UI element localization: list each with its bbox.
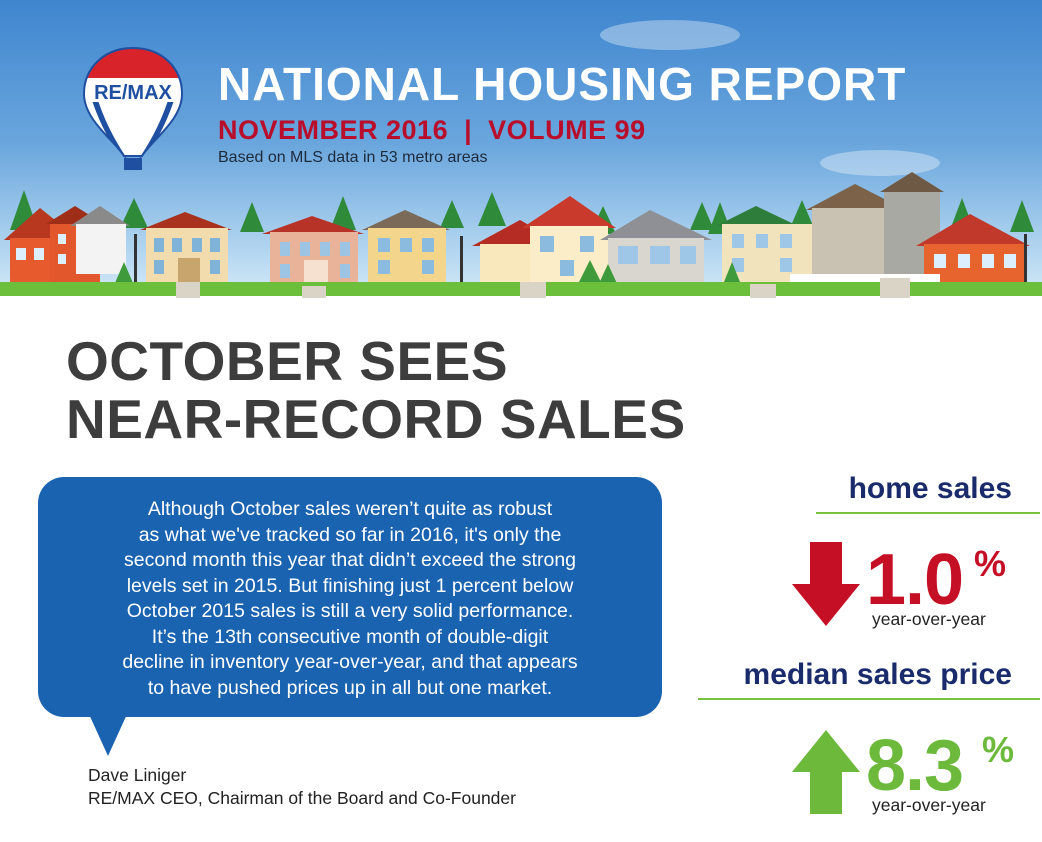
author-name: Dave Liniger <box>88 765 187 785</box>
report-subtitle: Based on MLS data in 53 metro areas <box>218 149 488 166</box>
home-sales-divider <box>816 512 1040 514</box>
home-sales-label: home sales <box>848 472 1012 505</box>
median-price-divider <box>698 698 1040 700</box>
median-price-percent-sign: % <box>982 729 1015 770</box>
quote-line: October 2015 sales is still a very solid… <box>126 600 574 622</box>
remax-balloon-logo: RE/MAX <box>82 46 184 170</box>
quote-line: It’s the 13th consecutive month of doubl… <box>151 625 549 648</box>
quote-line: as what we've tracked so far in 2016, it… <box>138 523 562 546</box>
quote-line: second month this year that didn’t excee… <box>123 549 577 571</box>
home-sales-percent-sign: % <box>974 543 1007 584</box>
up-arrow-icon <box>792 730 860 814</box>
quote-attribution: Dave Liniger RE/MAX CEO, Chairman of the… <box>88 764 516 810</box>
quote-bubble-tail <box>88 712 128 756</box>
issue-line: NOVEMBER 2016 | VOLUME 99 <box>218 115 646 145</box>
median-price-period: year-over-year <box>872 795 986 815</box>
houses-illustration <box>0 172 1042 320</box>
quote-line: decline in inventory year-over-year, and… <box>122 651 578 673</box>
home-sales-value: 1.0 <box>866 540 964 620</box>
median-price-value: 8.3 <box>866 726 964 806</box>
headline-line-2: NEAR-RECORD SALES <box>66 388 686 450</box>
cloud <box>820 150 940 176</box>
quote-bubble <box>38 477 662 717</box>
quote-line: levels set in 2015. But finishing just 1… <box>126 574 574 597</box>
logo-wordmark: RE/MAX <box>94 82 172 104</box>
quote-text: Although October sales weren’t quite as … <box>38 497 662 701</box>
author-title: RE/MAX CEO, Chairman of the Board and Co… <box>88 788 516 808</box>
cloud <box>600 20 740 50</box>
down-arrow-icon <box>792 542 860 626</box>
median-price-label: median sales price <box>743 658 1012 691</box>
header-banner: RE/MAX NATIONAL HOUSING REPORT NOVEMBER … <box>0 0 1042 320</box>
home-sales-period: year-over-year <box>872 609 986 629</box>
quote-line: Although October sales weren’t quite as … <box>147 498 553 520</box>
title-block: NATIONAL HOUSING REPORT NOVEMBER 2016 | … <box>218 58 906 168</box>
headline: OCTOBER SEES NEAR-RECORD SALES <box>66 332 686 448</box>
quote-line: to have pushed prices up in all but one … <box>147 676 553 699</box>
report-title: NATIONAL HOUSING REPORT <box>218 58 907 110</box>
headline-line-1: OCTOBER SEES <box>66 330 509 392</box>
